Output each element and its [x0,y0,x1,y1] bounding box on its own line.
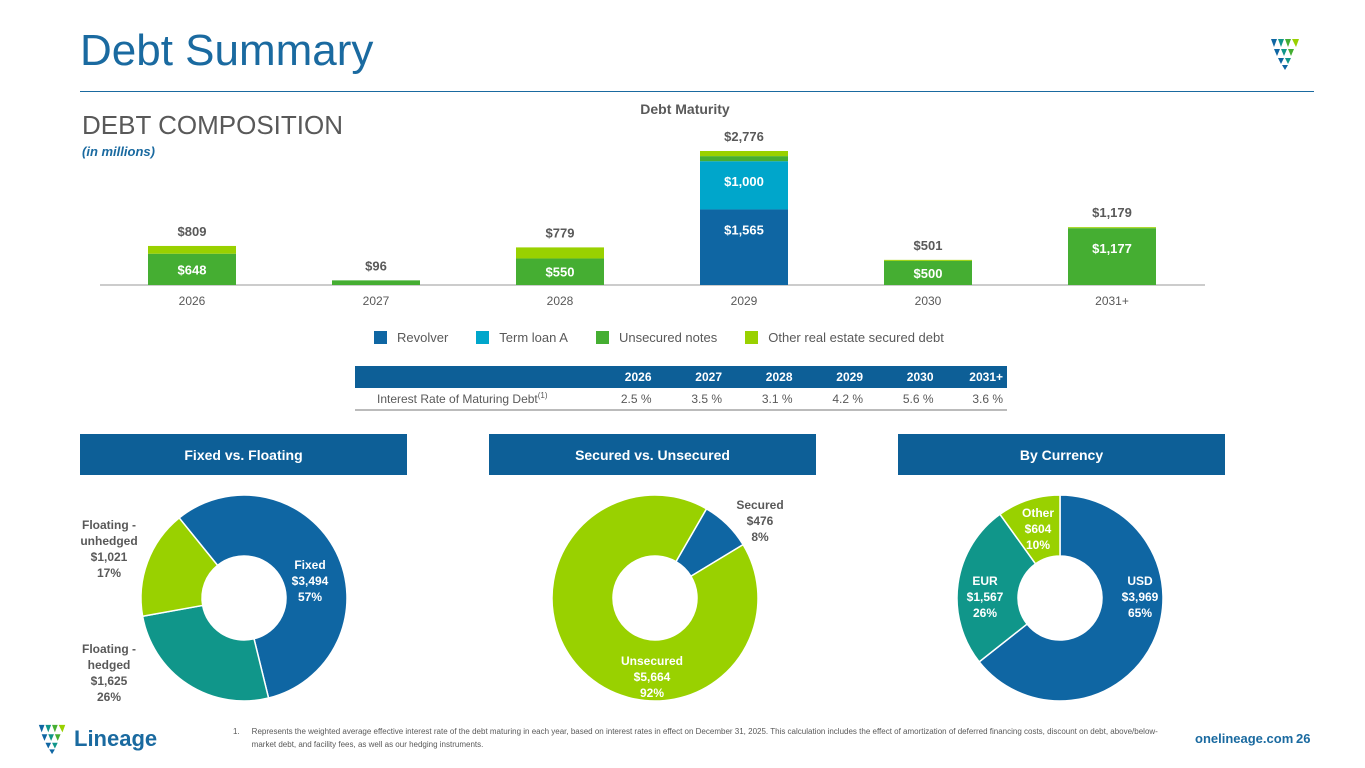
slice-label-fixed: Fixed $3,494 57% [291,558,329,604]
year-header: 2026 [595,366,666,388]
slice-label-unhedged: Floating - unhedged $1,021 17% [80,518,138,580]
bar-segment-other [884,259,972,261]
lineage-logo-icon [1271,38,1301,70]
year-header: 2030 [877,366,948,388]
lineage-shield-icon [38,724,66,755]
bar-segment-label: $550 [546,265,575,280]
currency-header: By Currency [898,434,1225,475]
footer-logo: Lineage [36,722,157,756]
row-label: Interest Rate of Maturing Debt(1) [355,388,595,411]
bar-segment-other [700,151,788,157]
rate-cell: 5.6 % [877,388,948,411]
rate-cell: 3.1 % [736,388,807,411]
donut-slice [978,494,1164,702]
secured-unsecured-header: Secured vs. Unsecured [489,434,816,475]
legend-swatch [745,331,759,344]
bar-segment-label: $1,177 [1092,241,1132,256]
bar-segment-unsecured [148,253,236,285]
slice-label-usd: USD $3,969 65% [1121,574,1159,620]
bar-total-label: $809 [178,224,207,239]
donut-slice [551,494,759,702]
legend-swatch [374,331,387,344]
slice-label-unsecured: Unsecured $5,664 92% [620,654,684,700]
table-header-row: 2026 2027 2028 2029 2030 2031+ [355,366,1007,388]
slice-label-other: Other $604 10% [1021,506,1054,552]
composition-donuts [140,494,1164,702]
section-heading: DEBT COMPOSITION [82,110,343,140]
debt-maturity-chart: $809 $648 2026 $96 2027 $779 $550 2028 $2,776 $1,… [100,129,1205,308]
x-tick-label: 2031+ [1095,294,1129,308]
fixed-floating-header: Fixed vs. Floating [80,434,407,475]
year-header: 2028 [736,366,807,388]
bar-segment-other [148,245,236,254]
x-tick-label: 2030 [915,294,942,308]
legend-label: Unsecured notes [618,330,718,345]
donut-slice [141,604,270,702]
chart-legend: Revolver Term loan A Unsecured notes Oth… [374,330,958,345]
donut-slice [956,513,1037,663]
bar-segment-label: $500 [914,266,943,281]
logo-wordmark: Lineage [74,726,158,751]
bar-segment-unsecured [884,260,972,285]
x-tick-label: 2029 [731,294,758,308]
bar-segment-term_loan [700,161,788,210]
rate-cell: 3.6 % [947,388,1007,411]
x-tick-label: 2026 [179,294,206,308]
legend-item: Unsecured notes [595,330,718,345]
donut-slice [998,494,1061,565]
bar-total-label: $501 [914,238,943,253]
year-header: 2031+ [947,366,1007,388]
title-divider [80,91,1314,92]
legend-item: Other real estate secured debt [745,330,944,345]
legend-swatch [595,331,609,344]
bar-segment-unsecured [1068,228,1156,285]
bar-segment-unsecured [516,258,604,285]
page-number: 26 [1296,731,1311,746]
slice-label-eur: EUR $1,567 26% [966,574,1004,620]
year-header: 2029 [806,366,877,388]
legend-item: Revolver [374,330,448,345]
legend-label: Revolver [397,330,449,345]
rate-cell: 2.5 % [595,388,666,411]
chart-title: Debt Maturity [640,101,730,117]
year-header: 2027 [665,366,736,388]
table-row: Interest Rate of Maturing Debt(1) 2.5 % … [355,388,1007,411]
footnote: 1. Represents the weighted average effect… [233,727,1158,749]
page-title: Debt Summary [80,26,374,75]
units-label: (in millions) [82,144,155,159]
legend-item: Term loan A [476,330,568,345]
legend-label: Term loan A [499,330,568,345]
bar-segment-label: $648 [178,262,207,277]
x-tick-label: 2028 [547,294,574,308]
donut-slice [178,494,348,699]
x-tick-label: 2027 [363,294,390,308]
bar-segment-unsecured [700,156,788,162]
donut-slice [140,516,219,618]
legend-swatch [476,331,490,344]
slice-label-secured: Secured $476 8% [736,498,784,544]
bar-total-label: $1,179 [1092,205,1132,220]
bar-total-label: $2,776 [724,129,764,144]
bar-segment-other [1068,227,1156,229]
slice-label-hedged: Floating - hedged $1,625 26% [82,642,136,704]
bar-segment-label: $1,565 [724,222,764,237]
bar-segment-label: $1,000 [724,174,764,189]
bar-total-label: $779 [546,225,575,240]
interest-rate-table: 2026 2027 2028 2029 2030 2031+ Interest … [355,366,1007,411]
rate-cell: 4.2 % [806,388,877,411]
legend-label: Other real estate secured debt [768,330,944,345]
bar-total-label: $96 [365,258,387,273]
website-link[interactable]: onelineage.com [1195,731,1294,746]
rate-cell: 3.5 % [665,388,736,411]
bar-segment-unsecured [332,280,420,285]
bar-segment-other [516,247,604,259]
bar-segment-revolver [700,209,788,285]
